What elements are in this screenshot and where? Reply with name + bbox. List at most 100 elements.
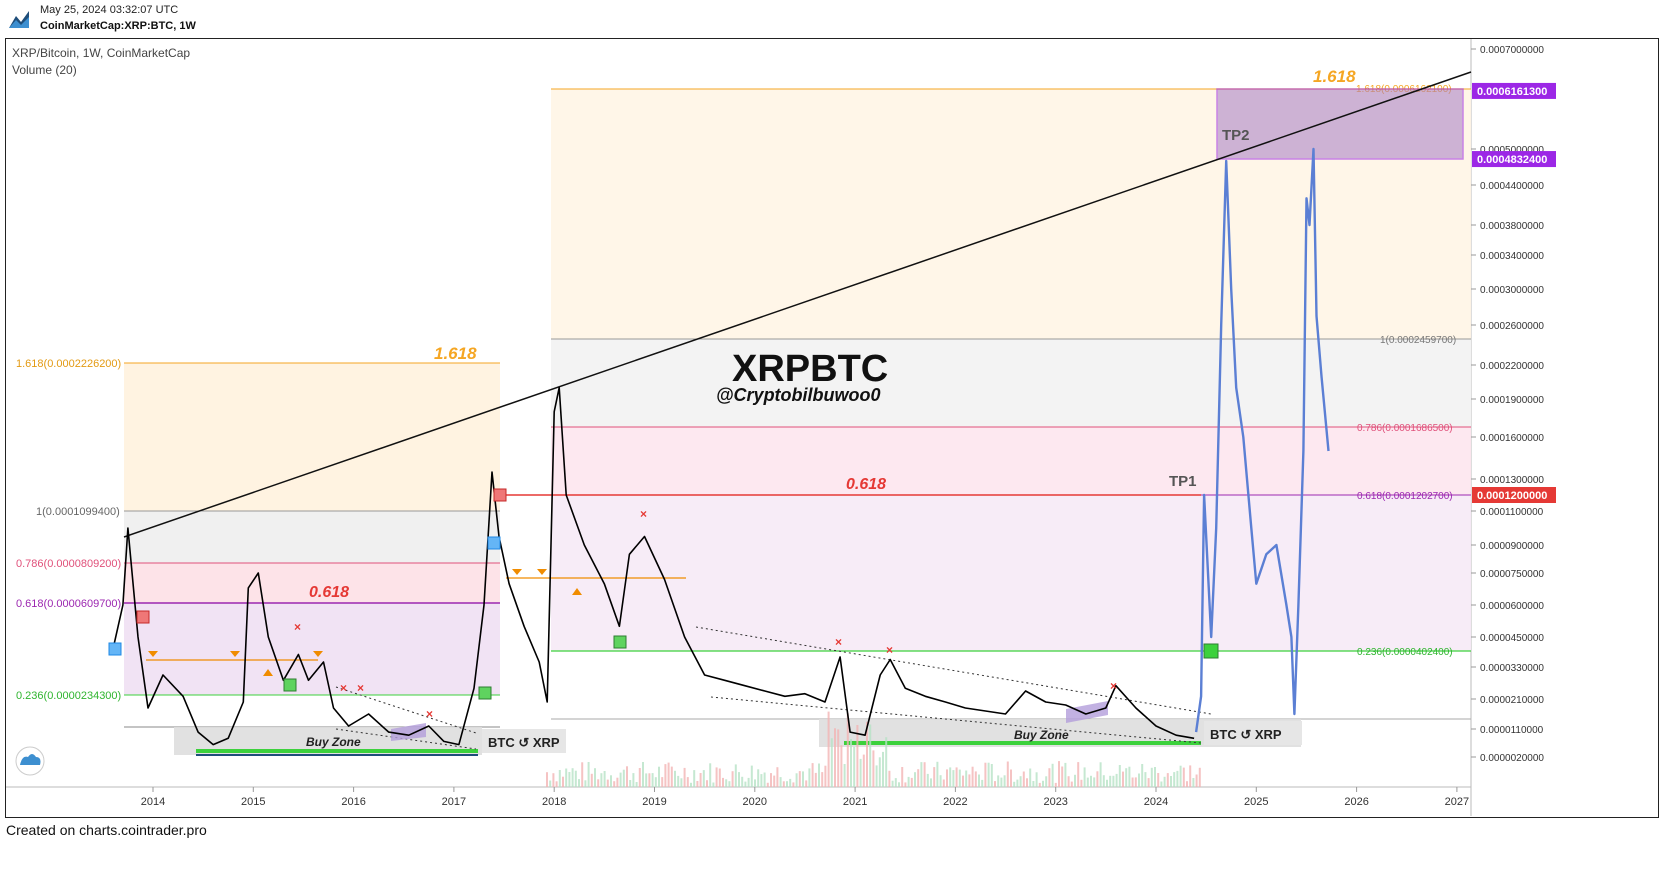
volume-bar xyxy=(965,770,968,787)
volume-bar xyxy=(1144,772,1147,787)
legend-volume: Volume (20) xyxy=(12,63,77,77)
x-tick-label: 2017 xyxy=(442,796,466,808)
volume-bar xyxy=(866,721,868,787)
volume-bar xyxy=(926,773,929,787)
volume-bar xyxy=(1006,761,1009,787)
fib-right-236: 0.236(0.0000402400) xyxy=(1357,647,1453,658)
volume-bar xyxy=(597,779,600,787)
volume-bar xyxy=(1013,781,1016,787)
x-tick-label: 2024 xyxy=(1144,796,1168,808)
volume-bar xyxy=(792,782,795,787)
volume-bar xyxy=(645,773,648,787)
svg-text:×: × xyxy=(886,643,893,657)
volume-bar xyxy=(670,766,673,787)
volume-bar xyxy=(1022,771,1025,787)
x-tick-label: 2014 xyxy=(141,796,165,808)
volume-bar xyxy=(920,762,923,787)
volume-bar xyxy=(917,769,920,787)
volume-bar xyxy=(651,773,654,787)
volume-bar xyxy=(1010,769,1012,787)
volume-bar xyxy=(654,777,657,787)
svg-text:×: × xyxy=(340,681,347,695)
price-tag xyxy=(1472,487,1556,503)
volume-bar xyxy=(1016,779,1019,787)
price-tag xyxy=(1472,82,1556,99)
entry-marker xyxy=(1203,643,1219,659)
price-tag-label: 0.0004832400 xyxy=(1477,154,1547,166)
volume-bar xyxy=(562,776,564,787)
y-tick-label: 0.0001300000 xyxy=(1480,475,1544,486)
volume-bar xyxy=(574,770,577,787)
volume-bar xyxy=(955,767,958,787)
y-axis: 0.0007000000 0.0005000000 0.0004400000 0.00… xyxy=(1471,45,1544,764)
volume-bar xyxy=(578,779,580,787)
volume-bar xyxy=(862,754,865,787)
volume-bar xyxy=(1032,781,1035,787)
volume-bar xyxy=(626,766,628,787)
volume-bar xyxy=(837,729,840,787)
volume-bar xyxy=(853,746,856,787)
volume-bar xyxy=(734,764,737,787)
volume-bar xyxy=(594,768,596,787)
y-tick-label: 0.0003400000 xyxy=(1480,251,1544,262)
volume-bar xyxy=(859,758,862,787)
volume-bar xyxy=(712,782,715,787)
volume-bar xyxy=(1106,779,1108,787)
volume-bar xyxy=(1189,765,1192,787)
volume-bar xyxy=(1163,776,1166,787)
volume-bar xyxy=(910,777,913,787)
volume-bar xyxy=(664,764,667,787)
volume-bar xyxy=(1029,768,1032,787)
volume-bar xyxy=(981,779,984,787)
volume-bar xyxy=(1026,778,1028,787)
volume-bar xyxy=(1131,777,1134,787)
y-tick-label: 0.0000750000 xyxy=(1480,569,1544,580)
volume-bar xyxy=(725,779,728,787)
volume-bar xyxy=(942,779,945,787)
fib-left-big-1618: 1.618 xyxy=(434,344,477,363)
snapshot-date: May 25, 2024 03:32:07 UTC xyxy=(40,4,179,16)
volume-bar xyxy=(952,770,955,787)
volume-bar xyxy=(779,777,782,787)
x-tick-label: 2020 xyxy=(743,796,767,808)
volume-bar xyxy=(1099,762,1102,787)
volume-bar xyxy=(616,777,619,787)
volume-bar xyxy=(1038,782,1041,787)
y-tick-label: 0.0001600000 xyxy=(1480,433,1544,444)
volume-bar xyxy=(974,771,977,787)
volume-bar xyxy=(632,773,635,787)
volume-bar xyxy=(1045,776,1048,787)
volume-bar xyxy=(971,766,974,787)
volume-bar xyxy=(600,773,603,787)
volume-bar xyxy=(1195,774,1198,787)
volume-bar xyxy=(798,771,801,787)
volume-bar xyxy=(738,772,740,787)
volume-bar xyxy=(776,767,779,787)
volume-bar xyxy=(1058,761,1060,787)
volume-bar xyxy=(1054,782,1057,787)
buy-zone-left-label: Buy Zone xyxy=(306,735,361,749)
chart-canvas[interactable]: XRP/Bitcoin, 1W, CoinMarketCap Volume (2… xyxy=(6,39,1657,816)
volume-bar xyxy=(552,773,555,787)
series-line xyxy=(112,386,1195,746)
price-tags: 0.0006161300 0.0004832400 0.0001200000 xyxy=(1472,82,1556,503)
volume-bar xyxy=(930,778,932,787)
tp2-zone xyxy=(1216,88,1464,160)
x-tick-label: 2015 xyxy=(241,796,265,808)
volume-bar xyxy=(830,738,833,787)
volume-bar xyxy=(770,773,772,787)
entry-marker xyxy=(613,635,627,649)
price-tag xyxy=(1472,151,1556,168)
volume-bar xyxy=(686,777,689,787)
y-tick-label: 0.0001900000 xyxy=(1480,395,1544,406)
volume-bar xyxy=(808,768,811,787)
fib-right-786: 0.786(0.0001686500) xyxy=(1357,423,1453,434)
tp1-label: TP1 xyxy=(1169,473,1197,490)
volume-bar xyxy=(613,781,616,787)
volume-bar xyxy=(907,776,910,787)
volume-bar xyxy=(1070,781,1073,787)
volume-bar xyxy=(946,769,948,787)
y-tick-label: 0.0002200000 xyxy=(1480,361,1544,372)
logo-icon xyxy=(9,11,29,28)
fib-left-1: 1(0.0001099400) xyxy=(36,506,120,518)
